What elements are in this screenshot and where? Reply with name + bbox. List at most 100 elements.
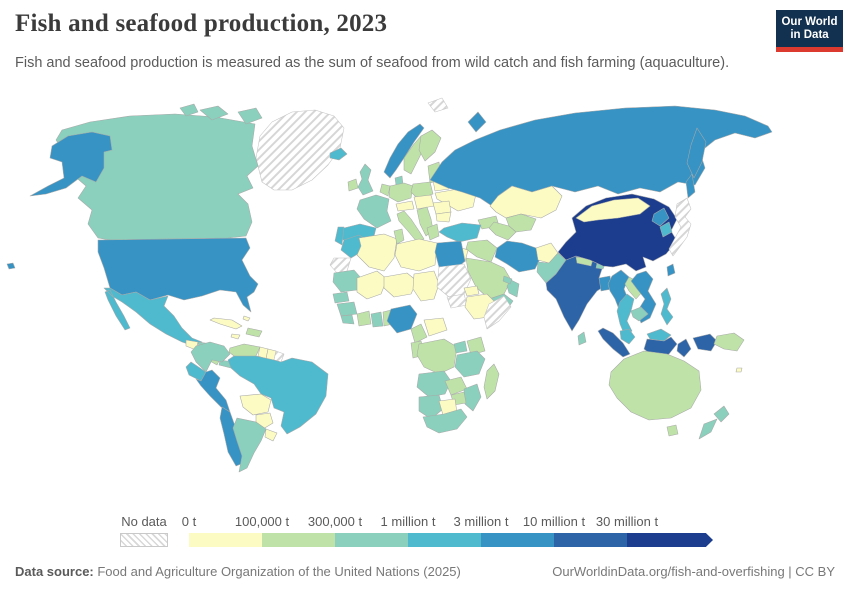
- country-north-korea[interactable]: [651, 207, 670, 227]
- legend-segment-3[interactable]: [408, 533, 481, 547]
- page-title: Fish and seafood production, 2023: [15, 10, 388, 37]
- country-chad[interactable]: [412, 270, 440, 302]
- legend-tick: 300,000 t: [307, 514, 363, 529]
- country-algeria[interactable]: [356, 233, 398, 272]
- country-novaya-zemlya[interactable]: [467, 111, 487, 133]
- country-bolivia[interactable]: [239, 393, 272, 416]
- country-tunisia[interactable]: [393, 228, 405, 245]
- country-sri-lanka[interactable]: [577, 331, 587, 346]
- country-canada-islands[interactable]: [179, 103, 263, 125]
- country-ireland[interactable]: [347, 178, 359, 192]
- country-germany[interactable]: [388, 182, 414, 203]
- country-cambodia[interactable]: [630, 306, 649, 322]
- country-uruguay[interactable]: [264, 428, 278, 442]
- country-malaysia-borneo[interactable]: [646, 328, 672, 342]
- country-turkey[interactable]: [438, 222, 482, 243]
- country-jamaica[interactable]: [230, 333, 241, 340]
- country-guinea[interactable]: [336, 301, 358, 317]
- country-malaysia[interactable]: [619, 328, 636, 345]
- country-iceland[interactable]: [329, 147, 348, 161]
- legend-no-data-swatch[interactable]: [120, 533, 168, 547]
- country-hispaniola[interactable]: [245, 327, 263, 338]
- country-mali[interactable]: [356, 270, 388, 300]
- country-png[interactable]: [713, 332, 745, 352]
- country-kamchatka[interactable]: [686, 127, 707, 179]
- country-kenya[interactable]: [466, 336, 486, 356]
- country-norway[interactable]: [383, 123, 425, 179]
- country-senegal[interactable]: [332, 291, 350, 304]
- country-central-europe[interactable]: [413, 194, 435, 210]
- country-new-zealand[interactable]: [698, 405, 730, 440]
- legend-no-data-label: No data: [121, 514, 167, 529]
- country-alaska[interactable]: [29, 131, 113, 197]
- country-japan[interactable]: [668, 197, 692, 257]
- country-australia[interactable]: [608, 350, 702, 421]
- country-hawaii[interactable]: [6, 262, 16, 270]
- country-benelux[interactable]: [379, 183, 391, 197]
- country-bulgaria[interactable]: [435, 211, 452, 223]
- legend-segment-6[interactable]: [627, 533, 700, 547]
- country-taiwan[interactable]: [666, 263, 676, 277]
- country-thailand[interactable]: [616, 293, 635, 337]
- country-car[interactable]: [423, 317, 448, 337]
- country-mozambique[interactable]: [463, 383, 482, 412]
- legend-segment-4[interactable]: [481, 533, 554, 547]
- chart-subtitle: Fish and seafood production is measured …: [15, 55, 730, 71]
- country-west-papua[interactable]: [692, 333, 718, 352]
- country-colombia[interactable]: [190, 341, 231, 373]
- country-cuba[interactable]: [209, 317, 243, 330]
- country-argentina[interactable]: [232, 417, 267, 473]
- country-romania[interactable]: [432, 200, 452, 215]
- country-portugal[interactable]: [334, 226, 345, 246]
- legend-segment-2[interactable]: [335, 533, 408, 547]
- country-tanzania[interactable]: [454, 350, 486, 378]
- country-mexico[interactable]: [103, 287, 203, 347]
- country-ecuador[interactable]: [185, 361, 207, 382]
- country-uganda[interactable]: [453, 340, 468, 354]
- data-source-label: Data source:: [15, 564, 94, 579]
- country-france[interactable]: [356, 194, 392, 229]
- owid-logo-line1: Our World: [781, 16, 838, 28]
- data-source-note: Data source: Food and Agriculture Organi…: [15, 564, 461, 579]
- country-ivory-coast[interactable]: [356, 310, 372, 327]
- country-namibia[interactable]: [418, 394, 444, 420]
- country-ghana[interactable]: [370, 311, 384, 328]
- country-libya[interactable]: [394, 238, 438, 272]
- country-alpine[interactable]: [395, 200, 415, 212]
- country-peru[interactable]: [195, 369, 231, 413]
- country-eritrea[interactable]: [463, 285, 480, 297]
- country-uk[interactable]: [357, 163, 374, 196]
- country-somalia[interactable]: [483, 295, 512, 330]
- country-drc[interactable]: [416, 338, 458, 375]
- country-greece[interactable]: [426, 223, 440, 241]
- legend-segment-5[interactable]: [554, 533, 627, 547]
- legend-tick: 100,000 t: [234, 514, 290, 529]
- country-angola[interactable]: [416, 370, 452, 398]
- owid-url-note[interactable]: OurWorldinData.org/fish-and-overfishing …: [552, 564, 835, 579]
- country-cameroon[interactable]: [410, 323, 428, 344]
- country-kazakhstan[interactable]: [489, 185, 563, 219]
- legend-tick: 1 million t: [380, 514, 436, 529]
- country-sulawesi[interactable]: [676, 338, 692, 358]
- country-finland[interactable]: [418, 129, 442, 162]
- country-turkmenistan[interactable]: [488, 221, 517, 241]
- country-brazil[interactable]: [227, 355, 329, 435]
- country-sakhalin[interactable]: [685, 173, 696, 199]
- country-sierra-leone[interactable]: [340, 314, 355, 325]
- country-sumatra[interactable]: [597, 327, 631, 358]
- country-fiji[interactable]: [735, 367, 743, 373]
- country-bahamas[interactable]: [242, 315, 251, 322]
- country-tasmania[interactable]: [666, 424, 679, 437]
- country-madagascar[interactable]: [483, 363, 500, 400]
- country-philippines[interactable]: [660, 287, 674, 326]
- country-svalbard[interactable]: [427, 97, 449, 113]
- legend-segment-1[interactable]: [262, 533, 335, 547]
- country-south-korea[interactable]: [659, 221, 673, 238]
- country-vietnam[interactable]: [630, 270, 657, 324]
- country-niger[interactable]: [383, 272, 418, 298]
- country-mongolia[interactable]: [575, 197, 651, 223]
- country-uae[interactable]: [502, 275, 513, 285]
- country-south-africa[interactable]: [422, 408, 468, 434]
- legend-segment-0[interactable]: [189, 533, 262, 547]
- country-greenland[interactable]: [255, 109, 345, 191]
